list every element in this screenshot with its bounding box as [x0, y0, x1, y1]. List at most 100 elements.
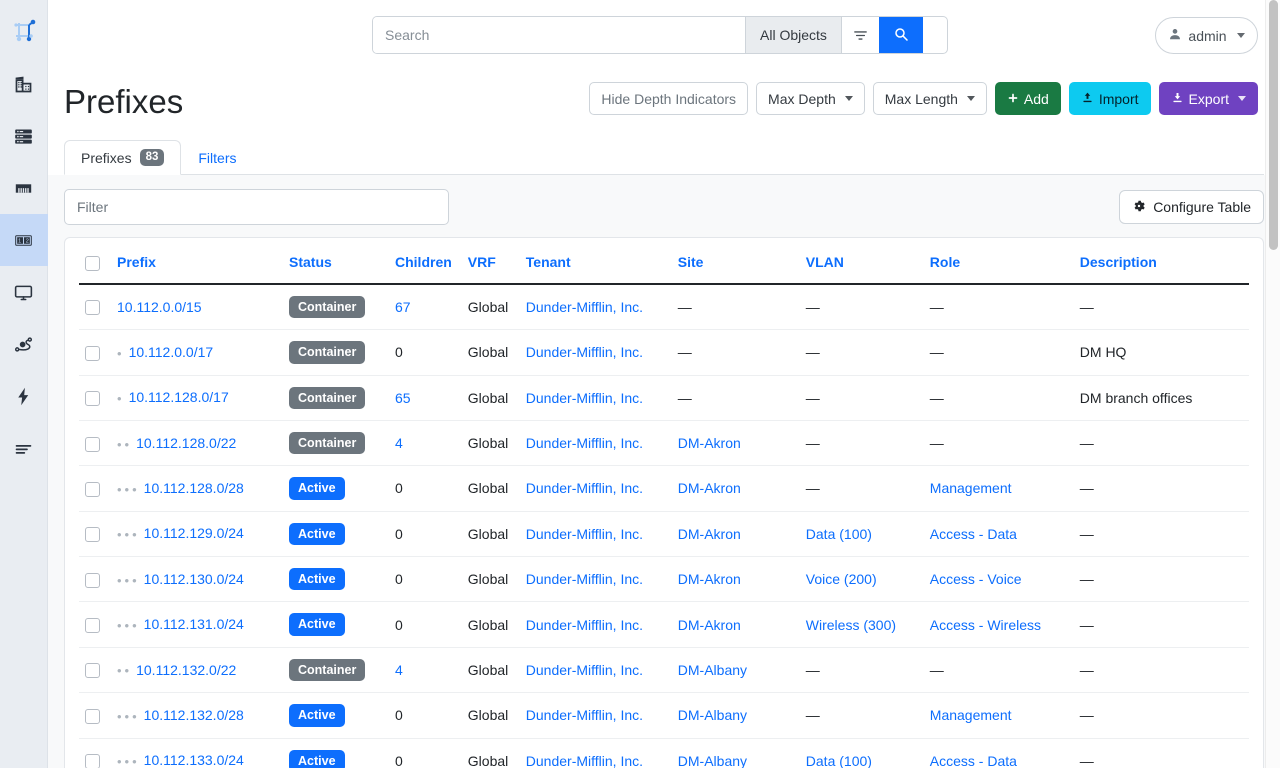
- column-header-vlan[interactable]: VLAN: [797, 238, 922, 285]
- table-row[interactable]: ••• 10.112.131.0/24 Active 0 Global Dunder-Mi…: [79, 601, 1249, 648]
- add-button[interactable]: Add: [994, 82, 1061, 115]
- import-button[interactable]: Import: [1068, 82, 1151, 115]
- prefix-link[interactable]: 10.112.131.0/24: [143, 616, 244, 633]
- cell-role-link[interactable]: Access - Wireless: [929, 616, 1042, 633]
- cell-site-link[interactable]: DM-Albany: [677, 661, 748, 678]
- cell-vlan-link[interactable]: Data (100): [805, 752, 872, 768]
- cell-tenant-link[interactable]: Dunder-Mifflin, Inc.: [525, 525, 644, 542]
- children-link[interactable]: 4: [395, 661, 403, 678]
- children-link[interactable]: 67: [395, 298, 411, 315]
- cell-tenant-link[interactable]: Dunder-Mifflin, Inc.: [525, 344, 644, 361]
- column-header-vrf[interactable]: VRF: [459, 238, 518, 285]
- prefix-link[interactable]: 10.112.0.0/17: [128, 343, 214, 360]
- hide-depth-indicators-button[interactable]: Hide Depth Indicators: [589, 82, 749, 115]
- cell-role-link[interactable]: Management: [929, 707, 1012, 724]
- row-checkbox[interactable]: [85, 618, 100, 633]
- filter-icon[interactable]: [840, 17, 879, 53]
- row-checkbox[interactable]: [85, 481, 100, 497]
- column-header-site[interactable]: Site: [669, 238, 798, 285]
- table-row[interactable]: ••• 10.112.133.0/24 Active 0 Global Dunder-Mi…: [79, 738, 1249, 768]
- cell-site-link[interactable]: DM-Akron: [677, 571, 741, 588]
- cell-site-link[interactable]: DM-Akron: [677, 525, 741, 542]
- row-checkbox[interactable]: [85, 345, 100, 361]
- row-checkbox[interactable]: [85, 754, 100, 768]
- table-row[interactable]: • 10.112.0.0/17 Container 0 Global Dunder-Mif…: [79, 329, 1249, 376]
- cell-site-link[interactable]: DM-Albany: [677, 707, 748, 724]
- row-checkbox[interactable]: [85, 300, 100, 316]
- column-header-prefix[interactable]: Prefix: [109, 238, 281, 285]
- table-row[interactable]: ••• 10.112.128.0/28 Active 0 Global Dunder-Mi…: [79, 465, 1249, 512]
- sidebar-item-power[interactable]: [0, 370, 48, 422]
- row-checkbox[interactable]: [85, 391, 100, 407]
- prefix-link[interactable]: 10.112.129.0/24: [143, 525, 244, 542]
- sidebar-item-circuits[interactable]: [0, 318, 48, 370]
- cell-role-link[interactable]: Access - Data: [929, 525, 1017, 542]
- table-filter-input[interactable]: [64, 189, 449, 225]
- column-header-description[interactable]: Description: [1071, 238, 1249, 285]
- user-menu-button[interactable]: admin: [1155, 17, 1258, 54]
- cell-site-link[interactable]: DM-Albany: [677, 752, 748, 768]
- row-checkbox[interactable]: [85, 527, 100, 543]
- prefix-link[interactable]: 10.112.133.0/24: [143, 752, 244, 768]
- cell-site-link[interactable]: DM-Akron: [677, 435, 741, 452]
- row-checkbox[interactable]: [85, 436, 100, 452]
- prefix-link[interactable]: 10.112.130.0/24: [143, 570, 244, 587]
- cell-vlan-link[interactable]: Voice (200): [805, 571, 877, 588]
- search-button[interactable]: [878, 17, 923, 53]
- cell-tenant-link[interactable]: Dunder-Mifflin, Inc.: [525, 616, 644, 633]
- search-input[interactable]: [373, 17, 745, 53]
- row-checkbox[interactable]: [85, 663, 100, 679]
- prefix-link[interactable]: 10.112.128.0/17: [128, 389, 229, 406]
- netbox-logo-icon[interactable]: [0, 6, 48, 58]
- cell-tenant-link[interactable]: Dunder-Mifflin, Inc.: [525, 298, 644, 315]
- scrollbar-thumb[interactable]: [1269, 0, 1278, 250]
- table-row[interactable]: •• 10.112.128.0/22 Container 4 Global Dunder-…: [79, 420, 1249, 467]
- column-header-children[interactable]: Children: [387, 238, 460, 285]
- cell-tenant-link[interactable]: Dunder-Mifflin, Inc.: [525, 389, 644, 406]
- table-row[interactable]: ••• 10.112.130.0/24 Active 0 Global Dunder-Mi…: [79, 556, 1249, 603]
- configure-table-button[interactable]: Configure Table: [1119, 190, 1264, 224]
- select-all-checkbox[interactable]: [85, 255, 100, 271]
- sidebar-item-other[interactable]: [0, 422, 48, 474]
- max-length-dropdown[interactable]: Max Length: [872, 82, 987, 115]
- cell-role-link[interactable]: Management: [929, 480, 1012, 497]
- cell-site-link[interactable]: DM-Akron: [677, 616, 741, 633]
- cell-role-link[interactable]: Access - Voice: [929, 571, 1022, 588]
- prefix-link[interactable]: 10.112.0.0/15: [117, 298, 202, 315]
- column-header-tenant[interactable]: Tenant: [517, 238, 670, 285]
- cell-tenant-link[interactable]: Dunder-Mifflin, Inc.: [525, 707, 644, 724]
- cell-site-link[interactable]: DM-Akron: [677, 480, 741, 497]
- tab-filters[interactable]: Filters: [181, 140, 253, 175]
- row-checkbox[interactable]: [85, 708, 100, 724]
- sidebar-item-connections[interactable]: [0, 162, 48, 214]
- children-link[interactable]: 4: [395, 435, 403, 452]
- cell-tenant-link[interactable]: Dunder-Mifflin, Inc.: [525, 571, 644, 588]
- sidebar-item-organization[interactable]: [0, 58, 48, 110]
- sidebar-item-devices[interactable]: [0, 110, 48, 162]
- cell-vlan-link[interactable]: Wireless (300): [805, 616, 897, 633]
- cell-role-link[interactable]: Access - Data: [929, 752, 1017, 768]
- column-header-role[interactable]: Role: [921, 238, 1072, 285]
- table-row[interactable]: • 10.112.128.0/17 Container 65 Global Dunder-…: [79, 375, 1249, 421]
- export-dropdown[interactable]: Export: [1158, 82, 1258, 115]
- search-scope-selector[interactable]: All Objects: [745, 17, 841, 53]
- prefix-link[interactable]: 10.112.128.0/22: [136, 434, 237, 451]
- table-row[interactable]: 10.112.0.0/15 Container 67 Global Dunder-Mif…: [79, 283, 1249, 331]
- row-checkbox[interactable]: [85, 572, 100, 588]
- sidebar-item-ipam[interactable]: 1 2: [0, 214, 48, 266]
- cell-tenant-link[interactable]: Dunder-Mifflin, Inc.: [525, 752, 644, 768]
- prefix-link[interactable]: 10.112.132.0/28: [143, 706, 244, 723]
- sidebar-item-virtualization[interactable]: [0, 266, 48, 318]
- max-depth-dropdown[interactable]: Max Depth: [756, 82, 865, 115]
- table-row[interactable]: •• 10.112.132.0/22 Container 4 Global Dunder-…: [79, 647, 1249, 694]
- children-link[interactable]: 65: [395, 389, 411, 406]
- cell-tenant-link[interactable]: Dunder-Mifflin, Inc.: [525, 661, 644, 678]
- table-row[interactable]: ••• 10.112.129.0/24 Active 0 Global Dunder-Mi…: [79, 511, 1249, 558]
- cell-vlan-link[interactable]: Data (100): [805, 525, 872, 542]
- tab-prefixes[interactable]: Prefixes 83: [64, 140, 182, 175]
- table-row[interactable]: ••• 10.112.132.0/28 Active 0 Global Dunder-Mi…: [79, 692, 1249, 739]
- cell-tenant-link[interactable]: Dunder-Mifflin, Inc.: [525, 480, 644, 497]
- cell-tenant-link[interactable]: Dunder-Mifflin, Inc.: [525, 435, 644, 452]
- column-header-status[interactable]: Status: [281, 238, 387, 285]
- prefix-link[interactable]: 10.112.132.0/22: [136, 661, 237, 678]
